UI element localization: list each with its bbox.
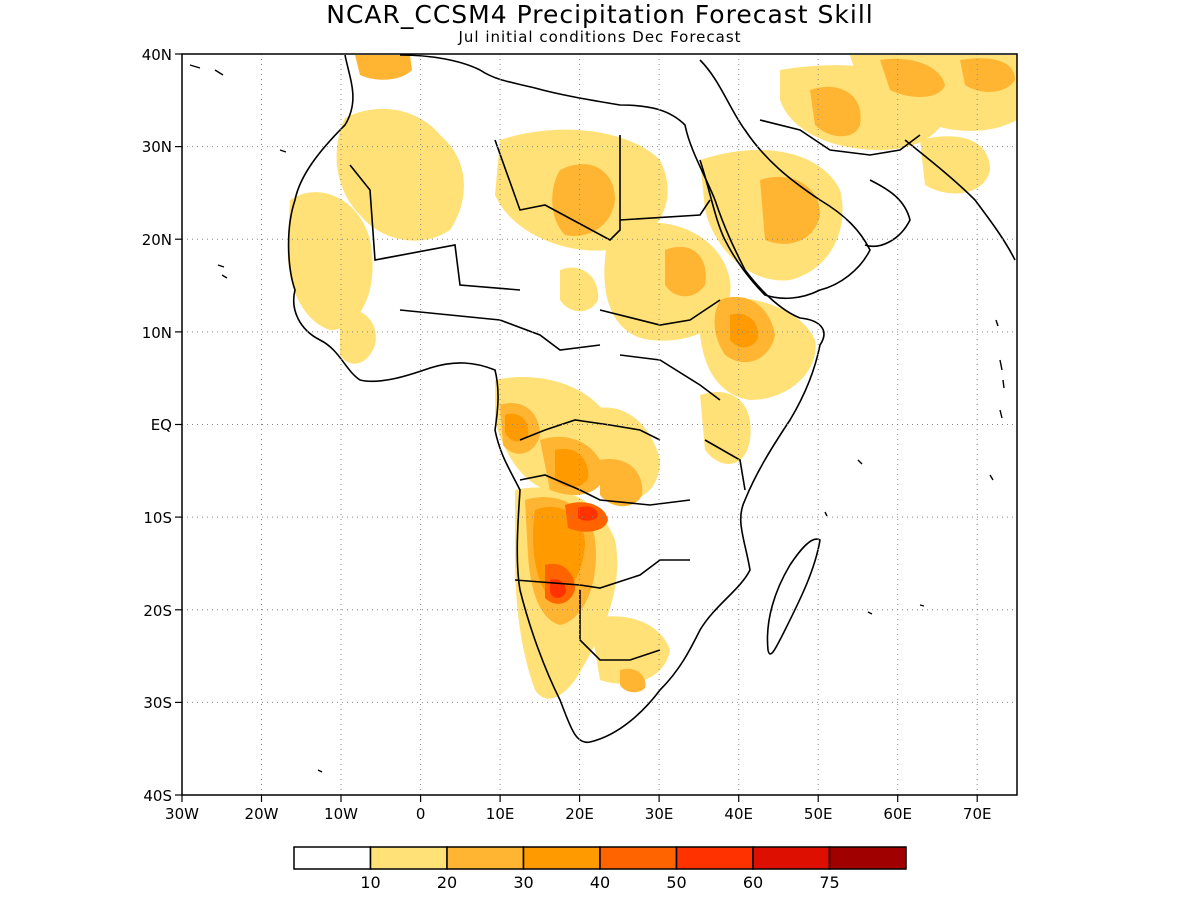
lon-label: 20E [565, 805, 594, 823]
colorbar-swatch [828, 846, 907, 870]
lat-ticks [175, 53, 182, 796]
colorbar-swatch [675, 846, 754, 870]
colorbar-labels: 10 20 30 40 50 60 75 [360, 873, 839, 892]
lat-label: 30N [142, 138, 172, 156]
lon-label: 0 [416, 805, 426, 823]
colorbar [293, 846, 907, 870]
shade-level-1 [287, 55, 1017, 699]
lat-label: 40N [142, 46, 172, 64]
map-title: NCAR_CCSM4 Precipitation Forecast Skill [326, 0, 874, 29]
lat-label: 30S [143, 694, 172, 712]
graticule [182, 54, 1017, 795]
colorbar-swatch [752, 846, 831, 870]
colorbar-label: 60 [743, 873, 763, 892]
lat-label: EQ [151, 416, 172, 434]
colorbar-swatch [446, 846, 525, 870]
shade-level-2 [355, 55, 1015, 693]
lat-label: 20N [142, 231, 172, 249]
colorbar-label: 75 [819, 873, 839, 892]
lon-label: 20W [245, 805, 279, 823]
lon-ticks [181, 795, 978, 802]
lat-label: 10N [142, 324, 172, 342]
colorbar-swatch [599, 846, 678, 870]
lon-label: 10E [486, 805, 515, 823]
lon-label: 10W [324, 805, 358, 823]
lat-label: 40S [143, 787, 172, 805]
lon-label: 60E [883, 805, 912, 823]
colorbar-swatch [369, 846, 448, 870]
lon-label: 50E [804, 805, 833, 823]
lon-label: 40E [724, 805, 753, 823]
lat-label: 10S [143, 509, 172, 527]
lat-labels: 40N 30N 20N 10N EQ 10S 20S 30S 40S [142, 46, 172, 805]
colorbar-label: 10 [360, 873, 380, 892]
lon-label: 30W [165, 805, 199, 823]
colorbar-label: 20 [437, 873, 457, 892]
coastlines [287, 54, 1016, 743]
colorbar-label: 40 [590, 873, 610, 892]
lon-label: 70E [963, 805, 992, 823]
lat-label: 20S [143, 602, 172, 620]
skill-shading [287, 55, 1017, 699]
colorbar-swatch [522, 846, 601, 870]
islands [189, 64, 1005, 773]
map-subtitle: Jul initial conditions Dec Forecast [458, 28, 742, 46]
lon-label: 30E [645, 805, 674, 823]
colorbar-swatch [293, 846, 372, 870]
lon-labels: 30W 20W 10W 0 10E 20E 30E 40E 50E 60E 70… [165, 805, 991, 823]
colorbar-label: 30 [513, 873, 533, 892]
colorbar-label: 50 [666, 873, 686, 892]
